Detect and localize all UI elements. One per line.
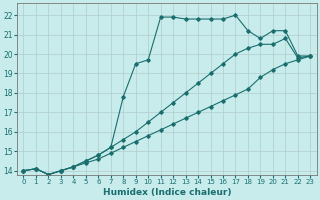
X-axis label: Humidex (Indice chaleur): Humidex (Indice chaleur) [103, 188, 231, 197]
